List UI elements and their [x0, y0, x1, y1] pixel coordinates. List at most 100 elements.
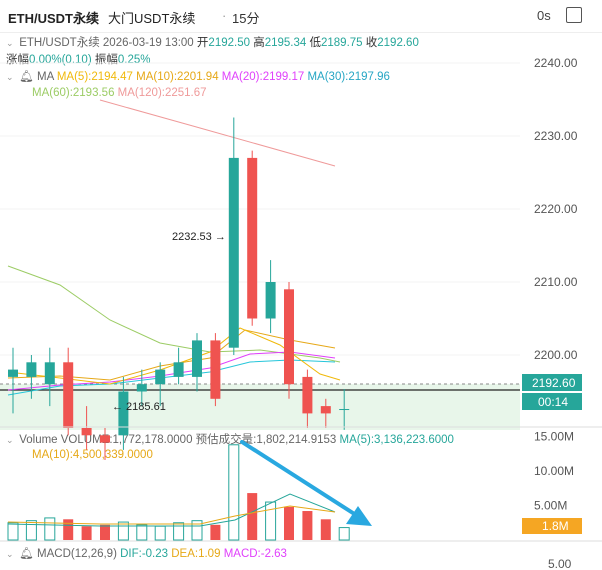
- macd-value: MACD:-2.63: [223, 548, 287, 560]
- chevron-icon[interactable]: ⌄: [6, 549, 14, 559]
- volume-bar: [63, 519, 74, 540]
- candle-body: [44, 362, 55, 385]
- macd-label[interactable]: MACD(12,26,9): [37, 548, 117, 560]
- open-value: 2192.50: [208, 37, 250, 49]
- candle-body: [26, 362, 37, 377]
- bell-icon[interactable]: 🔔︎: [19, 71, 34, 83]
- separator: ·: [222, 8, 227, 23]
- volume-ma5: MA(5):3,136,223.6000: [339, 434, 454, 446]
- ohlc-row: ⌄ ETH/USDT永续 2026-03-19 13:00 开2192.50 高…: [6, 34, 419, 50]
- macd-dea: DEA:1.09: [171, 548, 221, 560]
- ma-label[interactable]: MA: [37, 71, 54, 83]
- exchange-label: 大门USDT永续: [108, 11, 196, 26]
- high-value: 2195.34: [264, 37, 307, 49]
- ma10-value: MA(10):2201.94: [136, 71, 219, 83]
- volume-bar: [265, 501, 277, 541]
- volume-label[interactable]: Volume: [19, 434, 58, 446]
- volume-row-2: MA(10):4,500,339.0000: [32, 449, 153, 461]
- ma5-line: [7, 327, 341, 385]
- candle-body: [320, 406, 331, 414]
- volume-bar: [284, 506, 294, 540]
- volume-current-label: 1.8M: [542, 519, 569, 533]
- candle-body: [100, 435, 110, 443]
- volume-row: ⌄ Volume VOLUME:1,772,178.0000 预估成交量:1,8…: [6, 431, 454, 447]
- volume-bar: [320, 519, 331, 540]
- volume-bar: [117, 521, 129, 541]
- volume-ma10: MA(10):4,500,339.0000: [32, 449, 153, 461]
- volume-bar: [173, 522, 185, 541]
- timeframe-selector[interactable]: 15分: [232, 11, 260, 26]
- ma20-value: MA(20):2199.17: [221, 71, 305, 83]
- volume-bar: [7, 522, 19, 541]
- low-marker: ← 2185.61: [112, 401, 166, 413]
- volume-bar: [228, 444, 240, 541]
- candle-body: [210, 340, 221, 399]
- volume-bar: [100, 524, 110, 540]
- expand-icon[interactable]: [566, 7, 582, 23]
- last-price-tag: [522, 374, 582, 391]
- ohlc-datetime: 2026-03-19 13:00: [102, 37, 194, 49]
- candle-body: [284, 289, 294, 385]
- close-value: 2192.60: [377, 37, 419, 49]
- countdown-seconds: 0s: [537, 8, 551, 23]
- low-label: 低: [309, 37, 321, 49]
- ohlc-symbol: ETH/USDT永续: [19, 37, 100, 49]
- volume-bar: [191, 520, 203, 541]
- top-bar: ETH/USDT永续 大门USDT永续 · 15分 0s: [0, 0, 602, 33]
- candle-body: [118, 391, 129, 436]
- bell-icon[interactable]: 🔔︎: [19, 548, 34, 560]
- volume-ma5-line: [7, 493, 336, 527]
- volume-bar: [25, 520, 37, 541]
- chevron-icon[interactable]: ⌄: [6, 435, 14, 445]
- countdown-tag: [522, 393, 582, 410]
- volume-bar: [136, 524, 148, 541]
- ma120-line: [99, 99, 336, 167]
- macd-dif: DIF:-0.23: [120, 548, 169, 560]
- annotation-arrow: [240, 440, 358, 517]
- ma120-value: MA(120):2251.67: [117, 87, 207, 99]
- close-label: 收: [365, 37, 378, 49]
- macd-axis-label: 5.00: [548, 557, 572, 570]
- volume-bar: [210, 524, 221, 540]
- price-axis-label: 2240.00: [534, 56, 578, 70]
- countdown-label: 00:14: [538, 395, 568, 409]
- candle-body: [339, 409, 350, 411]
- ma60-line: [7, 265, 341, 363]
- price-axis-label: 2210.00: [534, 275, 578, 289]
- candle-body: [265, 282, 276, 319]
- candle-body: [81, 428, 92, 436]
- volume-bar: [81, 526, 92, 540]
- volume-value: VOLUME:1,772,178.0000: [60, 434, 193, 446]
- candle-body: [192, 340, 202, 377]
- volume-ma10-line: [7, 505, 336, 525]
- high-marker: 2232.53 →: [172, 231, 226, 243]
- volume-axis-label: 10.00M: [534, 464, 574, 478]
- volume-bar: [338, 527, 350, 541]
- last-price-label: 2192.60: [532, 376, 576, 390]
- candle-body: [63, 362, 74, 428]
- candle-body: [8, 369, 18, 377]
- ma5-value: MA(5):2194.47: [56, 71, 133, 83]
- volume-axis-label: 15.00M: [534, 430, 574, 444]
- chevron-icon[interactable]: ⌄: [6, 72, 14, 82]
- chevron-icon[interactable]: ⌄: [6, 38, 14, 48]
- price-axis-label: 2230.00: [534, 129, 578, 143]
- symbol-title[interactable]: ETH/USDT永续: [8, 11, 100, 26]
- high-label: 高: [253, 37, 265, 49]
- ma-row-2: MA(60):2193.56 MA(120):2251.67: [32, 87, 207, 99]
- volume-bar: [247, 493, 258, 540]
- macd-row: ⌄ 🔔︎ MACD(12,26,9) DIF:-0.23 DEA:1.09 MA…: [6, 546, 287, 560]
- volume-bar: [154, 525, 166, 541]
- candle-body: [155, 369, 166, 385]
- ma30-value: MA(30):2197.96: [307, 71, 390, 83]
- candle-body: [302, 376, 313, 414]
- candle-body: [173, 362, 184, 377]
- volume-bar: [302, 511, 313, 540]
- open-label: 开: [196, 37, 209, 49]
- ma60-value: MA(60):2193.56: [32, 87, 115, 99]
- candle-body: [228, 157, 239, 348]
- candle-body: [136, 384, 147, 392]
- low-value: 2189.75: [320, 37, 363, 49]
- price-axis-label: 2220.00: [534, 202, 578, 216]
